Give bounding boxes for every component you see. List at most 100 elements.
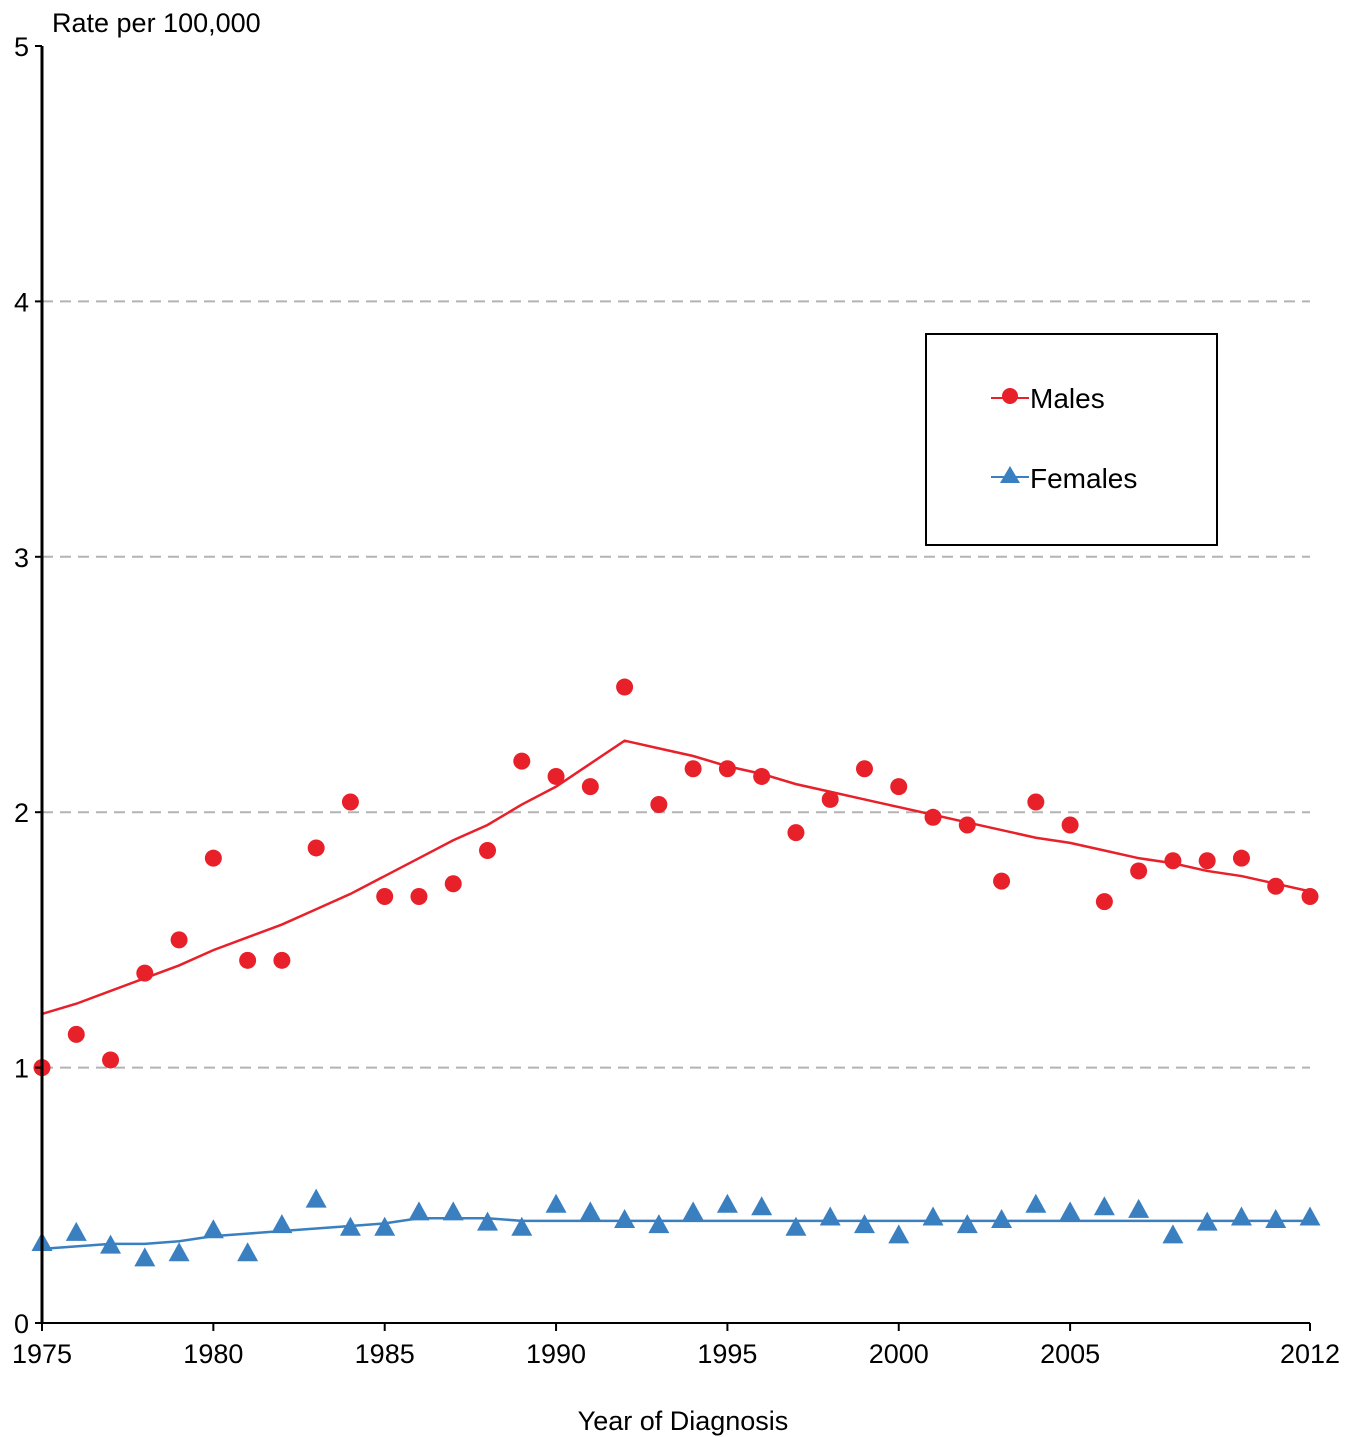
point-females-1982: [271, 1214, 293, 1234]
point-males-2009: [1198, 852, 1216, 870]
x-tick-label-1980: 1980: [183, 1339, 243, 1369]
x-axis-ticks: 1975 1980 1985 1990 1995 2000 2005 2012: [12, 1323, 1340, 1369]
point-males-1984: [341, 793, 359, 811]
point-females-1990: [545, 1193, 567, 1213]
point-males-1988: [479, 842, 497, 860]
trend-line-females: [41, 1217, 1310, 1251]
y-tick-label-2: 2: [14, 798, 29, 828]
point-males-2004: [1027, 793, 1045, 811]
point-males-2010: [1232, 849, 1250, 867]
point-males-2011: [1267, 877, 1285, 895]
point-females-2002: [956, 1214, 978, 1234]
x-tick-label-2005: 2005: [1040, 1339, 1100, 1369]
point-males-1993: [650, 796, 668, 814]
y-tick-label-3: 3: [14, 543, 29, 573]
legend-label-females: Females: [1030, 463, 1137, 494]
point-males-2001: [924, 808, 942, 826]
point-males-1995: [718, 760, 736, 778]
legend-box: [925, 333, 1218, 546]
point-females-1996: [751, 1196, 773, 1216]
point-males-1987: [444, 875, 462, 893]
point-females-1989: [511, 1216, 533, 1236]
point-males-2012: [1301, 887, 1319, 905]
point-males-1977: [102, 1051, 120, 1069]
point-males-1999: [855, 760, 873, 778]
point-males-2005: [1061, 816, 1079, 834]
legend-item-females: Females: [991, 463, 1137, 494]
point-males-1997: [787, 824, 805, 842]
point-females-1999: [853, 1214, 875, 1234]
gridlines: [42, 300, 1310, 1069]
point-females-2003: [991, 1209, 1013, 1229]
point-males-1980: [204, 849, 222, 867]
point-females-2004: [1025, 1193, 1047, 1213]
point-females-2005: [1059, 1201, 1081, 1221]
point-females-1993: [648, 1214, 670, 1234]
point-females-1985: [374, 1216, 396, 1236]
point-females-2006: [1093, 1196, 1115, 1216]
x-axis-title: Year of Diagnosis: [578, 1406, 789, 1436]
y-tick-label-0: 0: [14, 1309, 29, 1339]
point-females-1998: [819, 1206, 841, 1226]
point-males-2007: [1130, 862, 1148, 880]
point-females-1988: [477, 1211, 499, 1231]
point-females-2007: [1128, 1198, 1150, 1218]
data-markers: [31, 678, 1321, 1267]
point-females-1979: [168, 1242, 190, 1262]
point-females-1994: [682, 1201, 704, 1221]
point-males-1989: [513, 752, 531, 770]
point-males-1991: [581, 778, 599, 796]
point-males-1978: [136, 964, 154, 982]
point-males-1996: [753, 767, 771, 785]
point-females-1983: [305, 1188, 327, 1208]
point-males-2003: [993, 872, 1011, 890]
trend-lines: [41, 739, 1311, 1251]
y-axis-title: Rate per 100,000: [52, 8, 261, 38]
x-tick-label-1985: 1985: [355, 1339, 415, 1369]
point-males-1979: [170, 931, 188, 949]
x-tick-label-2012: 2012: [1280, 1339, 1340, 1369]
point-males-1986: [410, 887, 428, 905]
point-males-1992: [616, 678, 634, 696]
point-males-1983: [307, 839, 325, 857]
point-females-1984: [339, 1216, 361, 1236]
point-females-1976: [65, 1221, 87, 1241]
point-females-1980: [202, 1219, 224, 1239]
trend-line-males: [41, 739, 1311, 1016]
legend-marker-males: [1002, 388, 1018, 404]
legend-label-males: Males: [1030, 383, 1105, 414]
point-females-2008: [1162, 1224, 1184, 1244]
point-males-2008: [1164, 852, 1182, 870]
point-females-2001: [922, 1206, 944, 1226]
x-tick-label-1975: 1975: [12, 1339, 72, 1369]
point-males-1981: [239, 951, 257, 969]
point-females-1977: [100, 1234, 122, 1254]
y-tick-label-1: 1: [14, 1054, 29, 1084]
point-females-2012: [1299, 1206, 1321, 1226]
point-males-2000: [890, 778, 908, 796]
legend: Males Females: [925, 333, 1218, 546]
y-tick-label-5: 5: [14, 32, 29, 62]
point-males-1990: [547, 767, 565, 785]
point-females-2011: [1265, 1209, 1287, 1229]
x-tick-label-2000: 2000: [869, 1339, 929, 1369]
point-females-2009: [1196, 1211, 1218, 1231]
point-females-1995: [716, 1193, 738, 1213]
legend-marker-females: [1000, 466, 1020, 483]
axes: [40, 46, 1310, 1324]
point-females-2000: [888, 1224, 910, 1244]
point-males-2006: [1095, 893, 1113, 911]
point-males-2002: [958, 816, 976, 834]
y-axis-ticks: 0 1 2 3 4 5: [14, 32, 42, 1339]
x-tick-label-1995: 1995: [697, 1339, 757, 1369]
point-females-1997: [785, 1216, 807, 1236]
point-females-1986: [408, 1201, 430, 1221]
point-females-1991: [579, 1201, 601, 1221]
point-males-1982: [273, 951, 291, 969]
y-tick-label-4: 4: [14, 287, 29, 317]
point-females-2010: [1230, 1206, 1252, 1226]
point-males-1998: [821, 790, 839, 808]
legend-item-males: Males: [991, 383, 1105, 414]
point-females-1992: [614, 1209, 636, 1229]
